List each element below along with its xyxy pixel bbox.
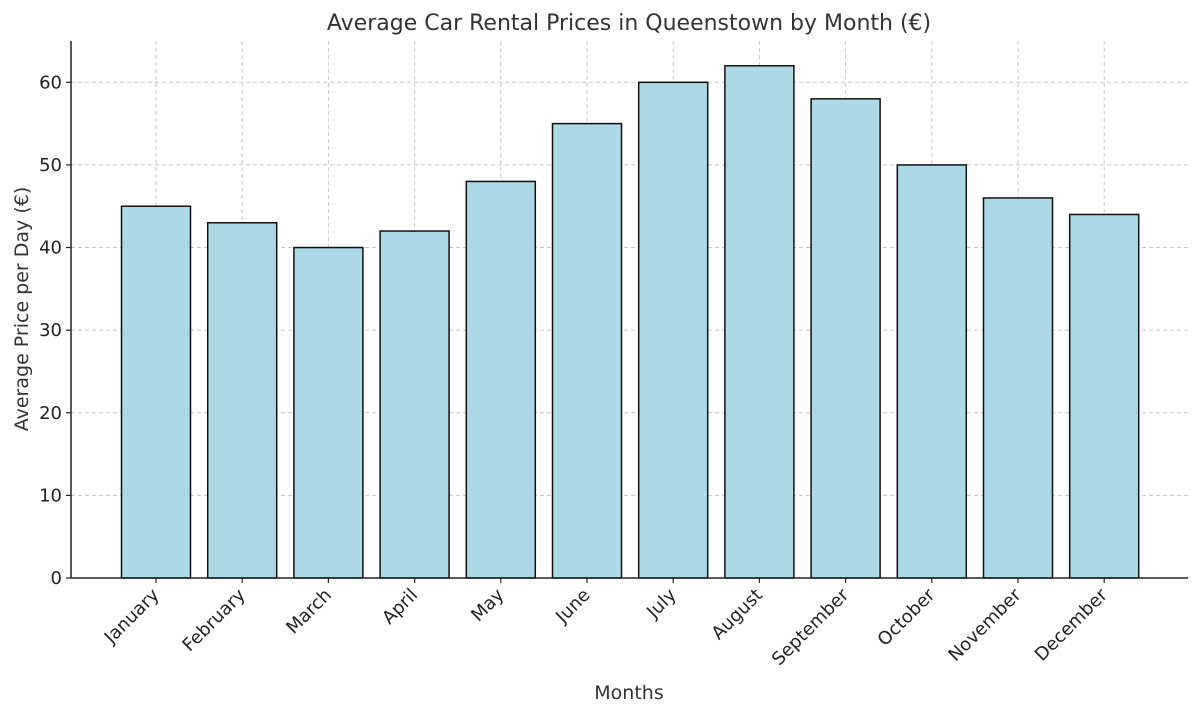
bar-february — [206, 222, 278, 579]
y-tick-label: 40 — [39, 238, 62, 259]
y-axis-label: Average Price per Day (€) — [11, 187, 33, 432]
bar-august — [724, 65, 795, 579]
y-tick-label: 20 — [39, 403, 62, 424]
x-tick-label: October — [874, 584, 940, 650]
y-tick-label: 30 — [39, 320, 62, 341]
bar-may — [465, 180, 537, 579]
x-tick-label: September — [768, 584, 854, 670]
y-tick-label: 50 — [39, 155, 62, 176]
y-tick-label: 10 — [39, 485, 62, 506]
x-tick-labels: January February March April May June July Augu… — [100, 578, 1112, 670]
bar-june — [551, 122, 623, 579]
x-tick-label: August — [708, 585, 767, 644]
bar-january — [120, 205, 192, 579]
bar-november — [982, 197, 1054, 579]
bar-march — [293, 246, 364, 579]
bars — [120, 65, 1140, 579]
bar-october — [896, 164, 968, 579]
bar-april — [379, 230, 450, 579]
x-tick-label: July — [642, 584, 681, 623]
x-tick-label: June — [551, 585, 594, 628]
x-tick-label: January — [100, 584, 164, 648]
x-tick-label: February — [178, 584, 249, 655]
x-tick-label: November — [944, 584, 1025, 665]
y-tick-labels: 0 10 20 30 40 50 60 — [39, 72, 71, 589]
x-tick-label: April — [378, 585, 422, 629]
y-tick-label: 60 — [39, 72, 62, 93]
bar-september — [810, 98, 881, 579]
x-tick-label: May — [467, 584, 508, 625]
x-axis-label: Months — [594, 682, 663, 704]
x-tick-label: December — [1031, 584, 1112, 665]
bar-december — [1068, 213, 1140, 579]
x-tick-label: March — [282, 585, 336, 639]
y-tick-label: 0 — [51, 568, 62, 589]
bar-july — [637, 81, 709, 579]
axes — [70, 41, 1188, 579]
chart-title: Average Car Rental Prices in Queenstown … — [327, 11, 931, 36]
